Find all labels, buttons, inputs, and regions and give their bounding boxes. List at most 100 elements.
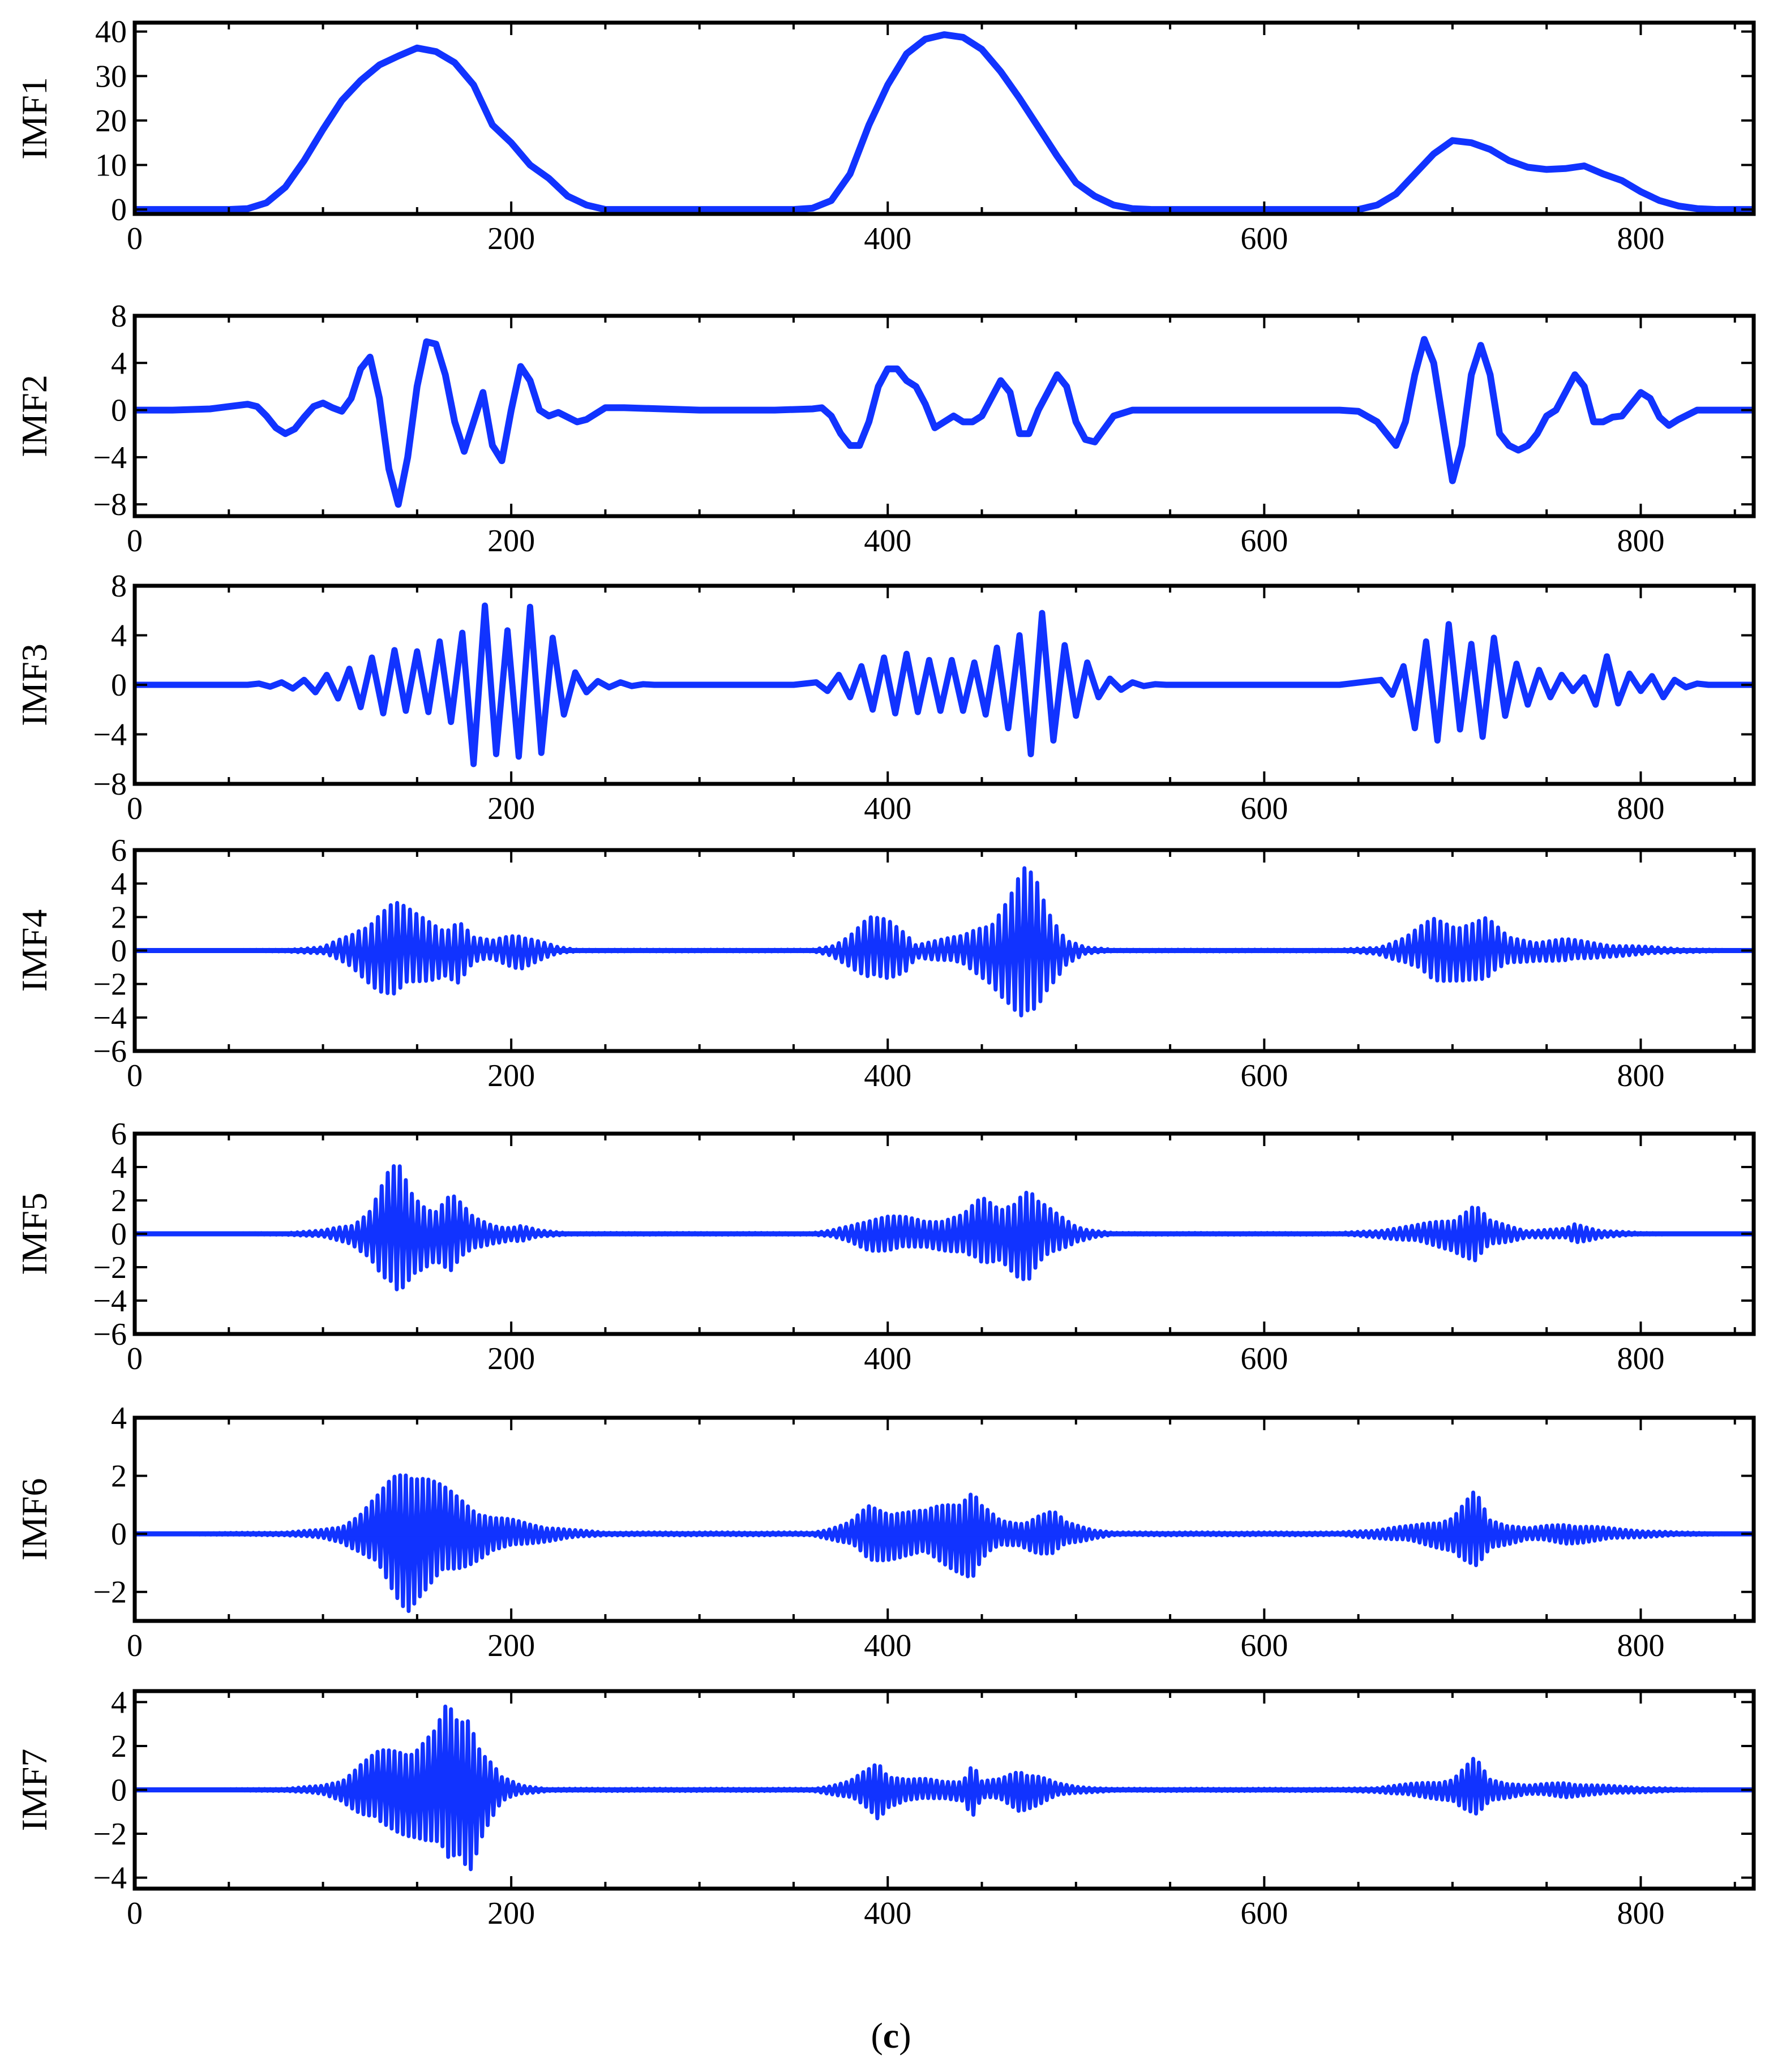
y-tick-label: −4 bbox=[93, 1001, 127, 1036]
y-tick-label: −6 bbox=[93, 1317, 127, 1352]
y-tick-label: −4 bbox=[93, 1861, 127, 1896]
y-tick-label: 2 bbox=[111, 1729, 127, 1764]
y-tick-label: 0 bbox=[111, 668, 127, 703]
y-tick-label: 30 bbox=[95, 59, 127, 94]
panel-imf7: 0 200 400 600 800 −4 −2 0 2 4 IMF7 bbox=[14, 1685, 1756, 1931]
caption-close: ) bbox=[899, 2015, 911, 2056]
x-tick-label: 600 bbox=[1240, 791, 1288, 826]
y-tick-label: −4 bbox=[93, 1284, 127, 1319]
x-tick-label: 400 bbox=[864, 791, 911, 826]
x-tick-label: 200 bbox=[487, 1628, 535, 1663]
y-tick-label: 10 bbox=[95, 148, 127, 183]
y-tick-label: 0 bbox=[111, 934, 127, 969]
y-tick-label: 6 bbox=[111, 833, 127, 868]
x-tick-label: 600 bbox=[1240, 1896, 1288, 1931]
y-axis-label: IMF7 bbox=[14, 1749, 54, 1831]
caption-letter: c bbox=[883, 2015, 899, 2056]
plot-frame bbox=[132, 314, 1756, 518]
plot-frame bbox=[132, 20, 1756, 216]
y-tick-label: 8 bbox=[111, 299, 127, 334]
y-tick-label: 0 bbox=[111, 393, 127, 428]
x-tick-label: 200 bbox=[487, 1341, 535, 1376]
plot-frame bbox=[132, 1415, 1756, 1623]
x-tick-label: 600 bbox=[1240, 1341, 1288, 1376]
x-tick-label: 400 bbox=[864, 1628, 911, 1663]
y-tick-label: 0 bbox=[111, 1517, 127, 1552]
y-tick-label: 4 bbox=[111, 1401, 127, 1436]
y-tick-label: 2 bbox=[111, 900, 127, 935]
series-line-imf4 bbox=[135, 866, 1753, 1018]
series-line-imf6 bbox=[135, 1473, 1754, 1613]
x-tick-label: 800 bbox=[1617, 1341, 1664, 1376]
y-tick-label: 0 bbox=[111, 1217, 127, 1252]
x-tick-label: 600 bbox=[1240, 524, 1288, 559]
y-tick-label: −4 bbox=[93, 718, 127, 753]
y-tick-label: −8 bbox=[93, 487, 127, 522]
x-tick-label: 800 bbox=[1617, 221, 1664, 256]
panel-imf1: 0 200 400 600 800 0 10 20 30 40 IMF1 bbox=[14, 15, 1756, 256]
x-tick-label: 200 bbox=[487, 524, 535, 559]
x-tick-label: 600 bbox=[1240, 1058, 1288, 1093]
y-tick-label: 2 bbox=[111, 1459, 127, 1494]
y-tick-label: 2 bbox=[111, 1183, 127, 1219]
x-tick-label: 200 bbox=[487, 221, 535, 256]
x-tick-label: 200 bbox=[487, 791, 535, 826]
series-line-imf1 bbox=[135, 31, 1754, 213]
series-line-imf3 bbox=[135, 602, 1754, 767]
y-axis-label: IMF3 bbox=[14, 644, 54, 726]
y-tick-label: −4 bbox=[93, 440, 127, 475]
x-tick-label: 0 bbox=[127, 1058, 143, 1093]
x-tick-label: 800 bbox=[1617, 1628, 1664, 1663]
y-tick-label: 40 bbox=[95, 15, 127, 50]
x-tick-label: 0 bbox=[127, 791, 143, 826]
x-tick-label: 600 bbox=[1240, 221, 1288, 256]
x-tick-label: 400 bbox=[864, 221, 911, 256]
series-line-imf5 bbox=[135, 1164, 1754, 1292]
x-tick-label: 400 bbox=[864, 1896, 911, 1931]
x-tick-label: 800 bbox=[1617, 791, 1664, 826]
series-line-imf2 bbox=[135, 336, 1754, 508]
x-tick-label: 0 bbox=[127, 1896, 143, 1931]
y-tick-label: 4 bbox=[111, 866, 127, 902]
x-tick-label: 600 bbox=[1240, 1628, 1288, 1663]
x-tick-label: 400 bbox=[864, 524, 911, 559]
y-axis-label: IMF1 bbox=[14, 77, 54, 160]
x-tick-label: 0 bbox=[127, 1341, 143, 1376]
x-tick-label: 800 bbox=[1617, 1058, 1664, 1093]
y-tick-label: 4 bbox=[111, 1685, 127, 1720]
x-tick-label: 800 bbox=[1617, 1896, 1664, 1931]
y-axis-label: IMF5 bbox=[14, 1192, 54, 1275]
x-tick-label: 0 bbox=[127, 1628, 143, 1663]
y-tick-label: −6 bbox=[93, 1034, 127, 1069]
x-tick-label: 400 bbox=[864, 1058, 911, 1093]
panel-imf3: 0 200 400 600 800 −8 −4 0 4 8 IMF3 bbox=[14, 569, 1756, 826]
y-tick-label: 4 bbox=[111, 619, 127, 654]
figure-caption: (c) bbox=[871, 2015, 911, 2056]
x-tick-label: 0 bbox=[127, 524, 143, 559]
y-axis-label: IMF2 bbox=[14, 375, 54, 457]
y-tick-label: 8 bbox=[111, 569, 127, 604]
y-tick-label: 4 bbox=[111, 346, 127, 381]
y-tick-label: 0 bbox=[111, 192, 127, 228]
panel-imf2: 0 200 400 600 800 −8 −4 0 4 8 IMF2 bbox=[14, 299, 1756, 559]
x-tick-label: 0 bbox=[127, 221, 143, 256]
y-tick-label: 20 bbox=[95, 104, 127, 139]
y-tick-label: 6 bbox=[111, 1117, 127, 1152]
y-tick-label: 4 bbox=[111, 1150, 127, 1185]
x-tick-label: 200 bbox=[487, 1058, 535, 1093]
x-tick-label: 200 bbox=[487, 1896, 535, 1931]
y-tick-label: −2 bbox=[93, 1817, 127, 1852]
caption-open: ( bbox=[871, 2015, 883, 2056]
x-tick-label: 800 bbox=[1617, 524, 1664, 559]
x-tick-label: 400 bbox=[864, 1341, 911, 1376]
y-tick-label: −2 bbox=[93, 1250, 127, 1285]
y-tick-label: −8 bbox=[93, 767, 127, 802]
y-tick-label: 0 bbox=[111, 1773, 127, 1808]
y-tick-label: −2 bbox=[93, 1575, 127, 1610]
y-axis-label: IMF6 bbox=[14, 1478, 54, 1561]
